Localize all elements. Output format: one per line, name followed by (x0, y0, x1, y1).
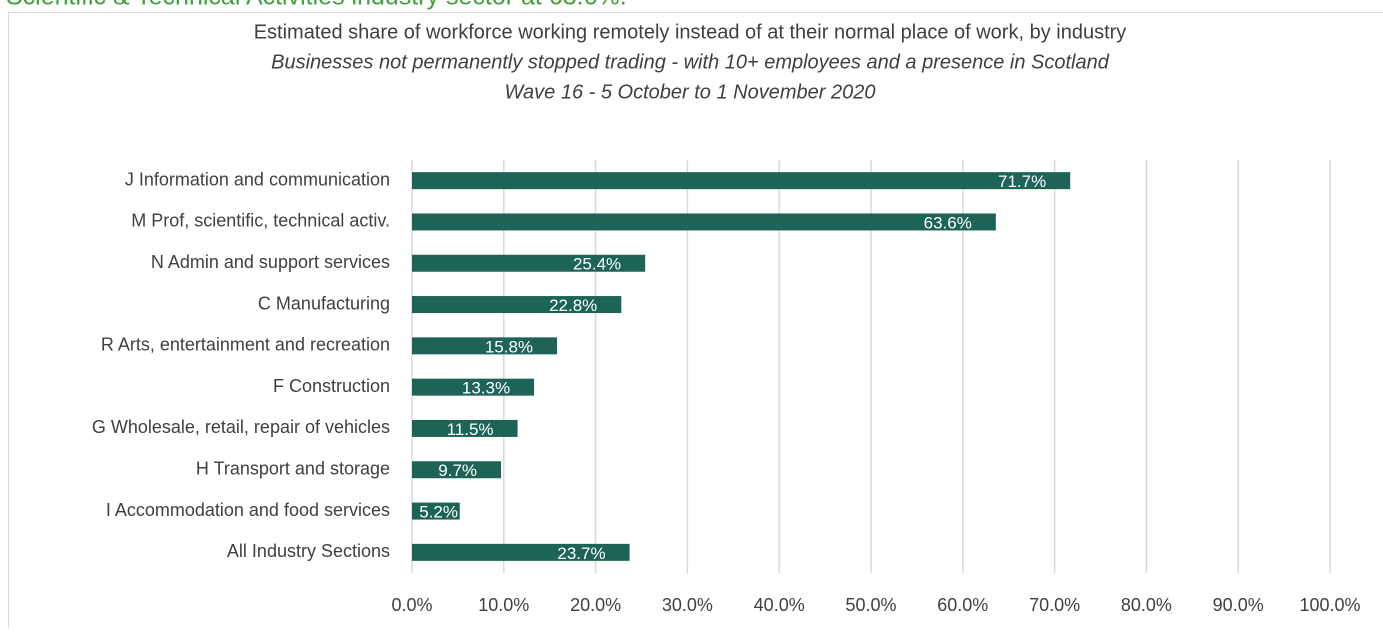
data-label: 15.8% (485, 337, 533, 356)
data-label: 22.8% (549, 296, 597, 315)
x-tick-label: 20.0% (570, 595, 621, 615)
x-tick-label: 80.0% (1121, 595, 1172, 615)
x-tick-label: 50.0% (845, 595, 896, 615)
heading: Scientific & Technical Activities indust… (6, 0, 627, 11)
x-tick-label: 100.0% (1299, 595, 1360, 615)
chart-subtitle: Wave 16 - 5 October to 1 November 2020 (505, 81, 876, 103)
data-label: 25.4% (573, 255, 621, 274)
y-tick-label: M Prof, scientific, technical activ. (131, 211, 390, 231)
data-label: 71.7% (998, 172, 1046, 191)
bar (412, 213, 996, 230)
x-tick-label: 30.0% (662, 595, 713, 615)
data-label: 63.6% (924, 213, 972, 232)
chart-border (9, 13, 1383, 629)
y-tick-label: J Information and communication (125, 169, 390, 189)
data-label: 9.7% (438, 461, 477, 480)
y-tick-label: R Arts, entertainment and recreation (101, 335, 390, 355)
x-tick-label: 40.0% (754, 595, 805, 615)
chart-subtitle: Businesses not permanently stopped tradi… (271, 51, 1110, 73)
y-tick-label: C Manufacturing (258, 293, 390, 313)
x-tick-label: 60.0% (937, 595, 988, 615)
x-tick-label: 70.0% (1029, 595, 1080, 615)
data-label: 13.3% (462, 379, 510, 398)
data-label: 5.2% (419, 503, 458, 522)
bar (412, 172, 1070, 189)
y-tick-label: All Industry Sections (227, 541, 390, 561)
y-tick-label: G Wholesale, retail, repair of vehicles (92, 417, 390, 437)
x-tick-label: 90.0% (1213, 595, 1264, 615)
data-label: 23.7% (557, 544, 605, 563)
y-tick-label: F Construction (273, 376, 390, 396)
y-tick-label: N Admin and support services (151, 252, 390, 272)
x-tick-label: 0.0% (391, 595, 432, 615)
chart-title: Estimated share of workforce working rem… (254, 21, 1127, 43)
y-tick-label: H Transport and storage (196, 459, 390, 479)
y-tick-label: I Accommodation and food services (106, 500, 390, 520)
x-tick-label: 10.0% (478, 595, 529, 615)
data-label: 11.5% (447, 420, 494, 439)
